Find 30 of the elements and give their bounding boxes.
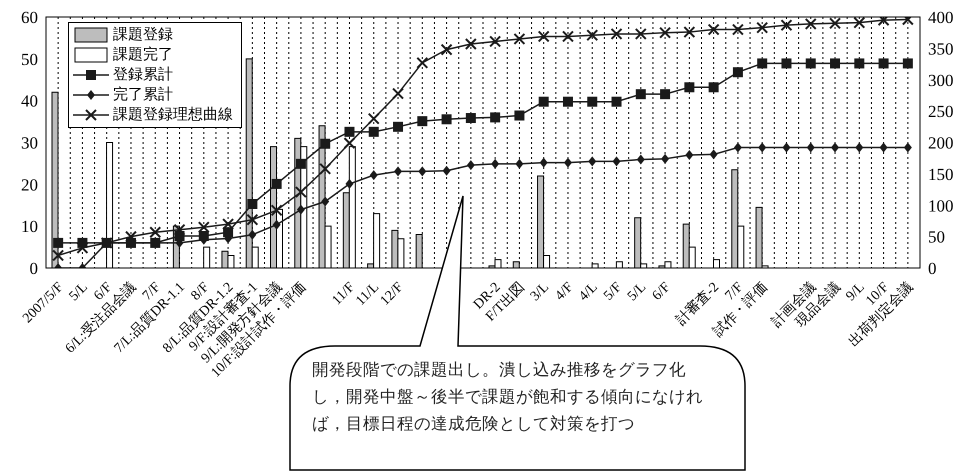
- x-tick-label: 5/L: [624, 280, 650, 304]
- y2-tick-label: 350: [928, 39, 954, 58]
- y2-tick-label: 400: [928, 8, 954, 28]
- legend-label: 課題完了: [113, 45, 173, 65]
- text: 開発段階での課題出し。潰し込み推移をグラフ化し，開発中盤～後半で課題が飽和する傾向になければ，目標日程の達成危険として対策を打つ: [312, 359, 704, 435]
- legend-label: 課題登録: [113, 26, 173, 45]
- legend-label: 完了累計: [113, 85, 173, 105]
- y-tick-label: 60: [21, 8, 38, 28]
- y2-tick-label: 150: [928, 164, 954, 184]
- y-tick-label: 10: [21, 217, 38, 236]
- x-tick-label: 6/F: [650, 280, 674, 304]
- y2-tick-label: 0: [928, 259, 936, 278]
- y-tick-label: 0: [30, 259, 38, 278]
- x-tick-label: 4/L: [576, 280, 601, 304]
- y-tick-label: 40: [21, 92, 38, 111]
- y2-tick-label: 200: [928, 134, 954, 153]
- legend-label: 課題登録理想曲線: [113, 106, 233, 125]
- x-tick-label: 9/L: [843, 280, 868, 304]
- x-tick-label: 5/F: [601, 280, 626, 304]
- y2-tick-label: 250: [928, 102, 954, 122]
- legend-label: 登録累計: [113, 66, 173, 85]
- y2-tick-label: 300: [928, 70, 954, 90]
- y-tick-label: 30: [21, 134, 38, 153]
- y2-tick-label: 100: [928, 196, 954, 216]
- y-tick-label: 20: [21, 175, 38, 194]
- x-tick-label: 4/F: [552, 280, 577, 304]
- x-tick-label: 3/L: [528, 280, 552, 304]
- x-tick-label: 5/L: [66, 280, 91, 304]
- y2-tick-label: 50: [928, 228, 945, 247]
- y-tick-label: 50: [21, 50, 38, 69]
